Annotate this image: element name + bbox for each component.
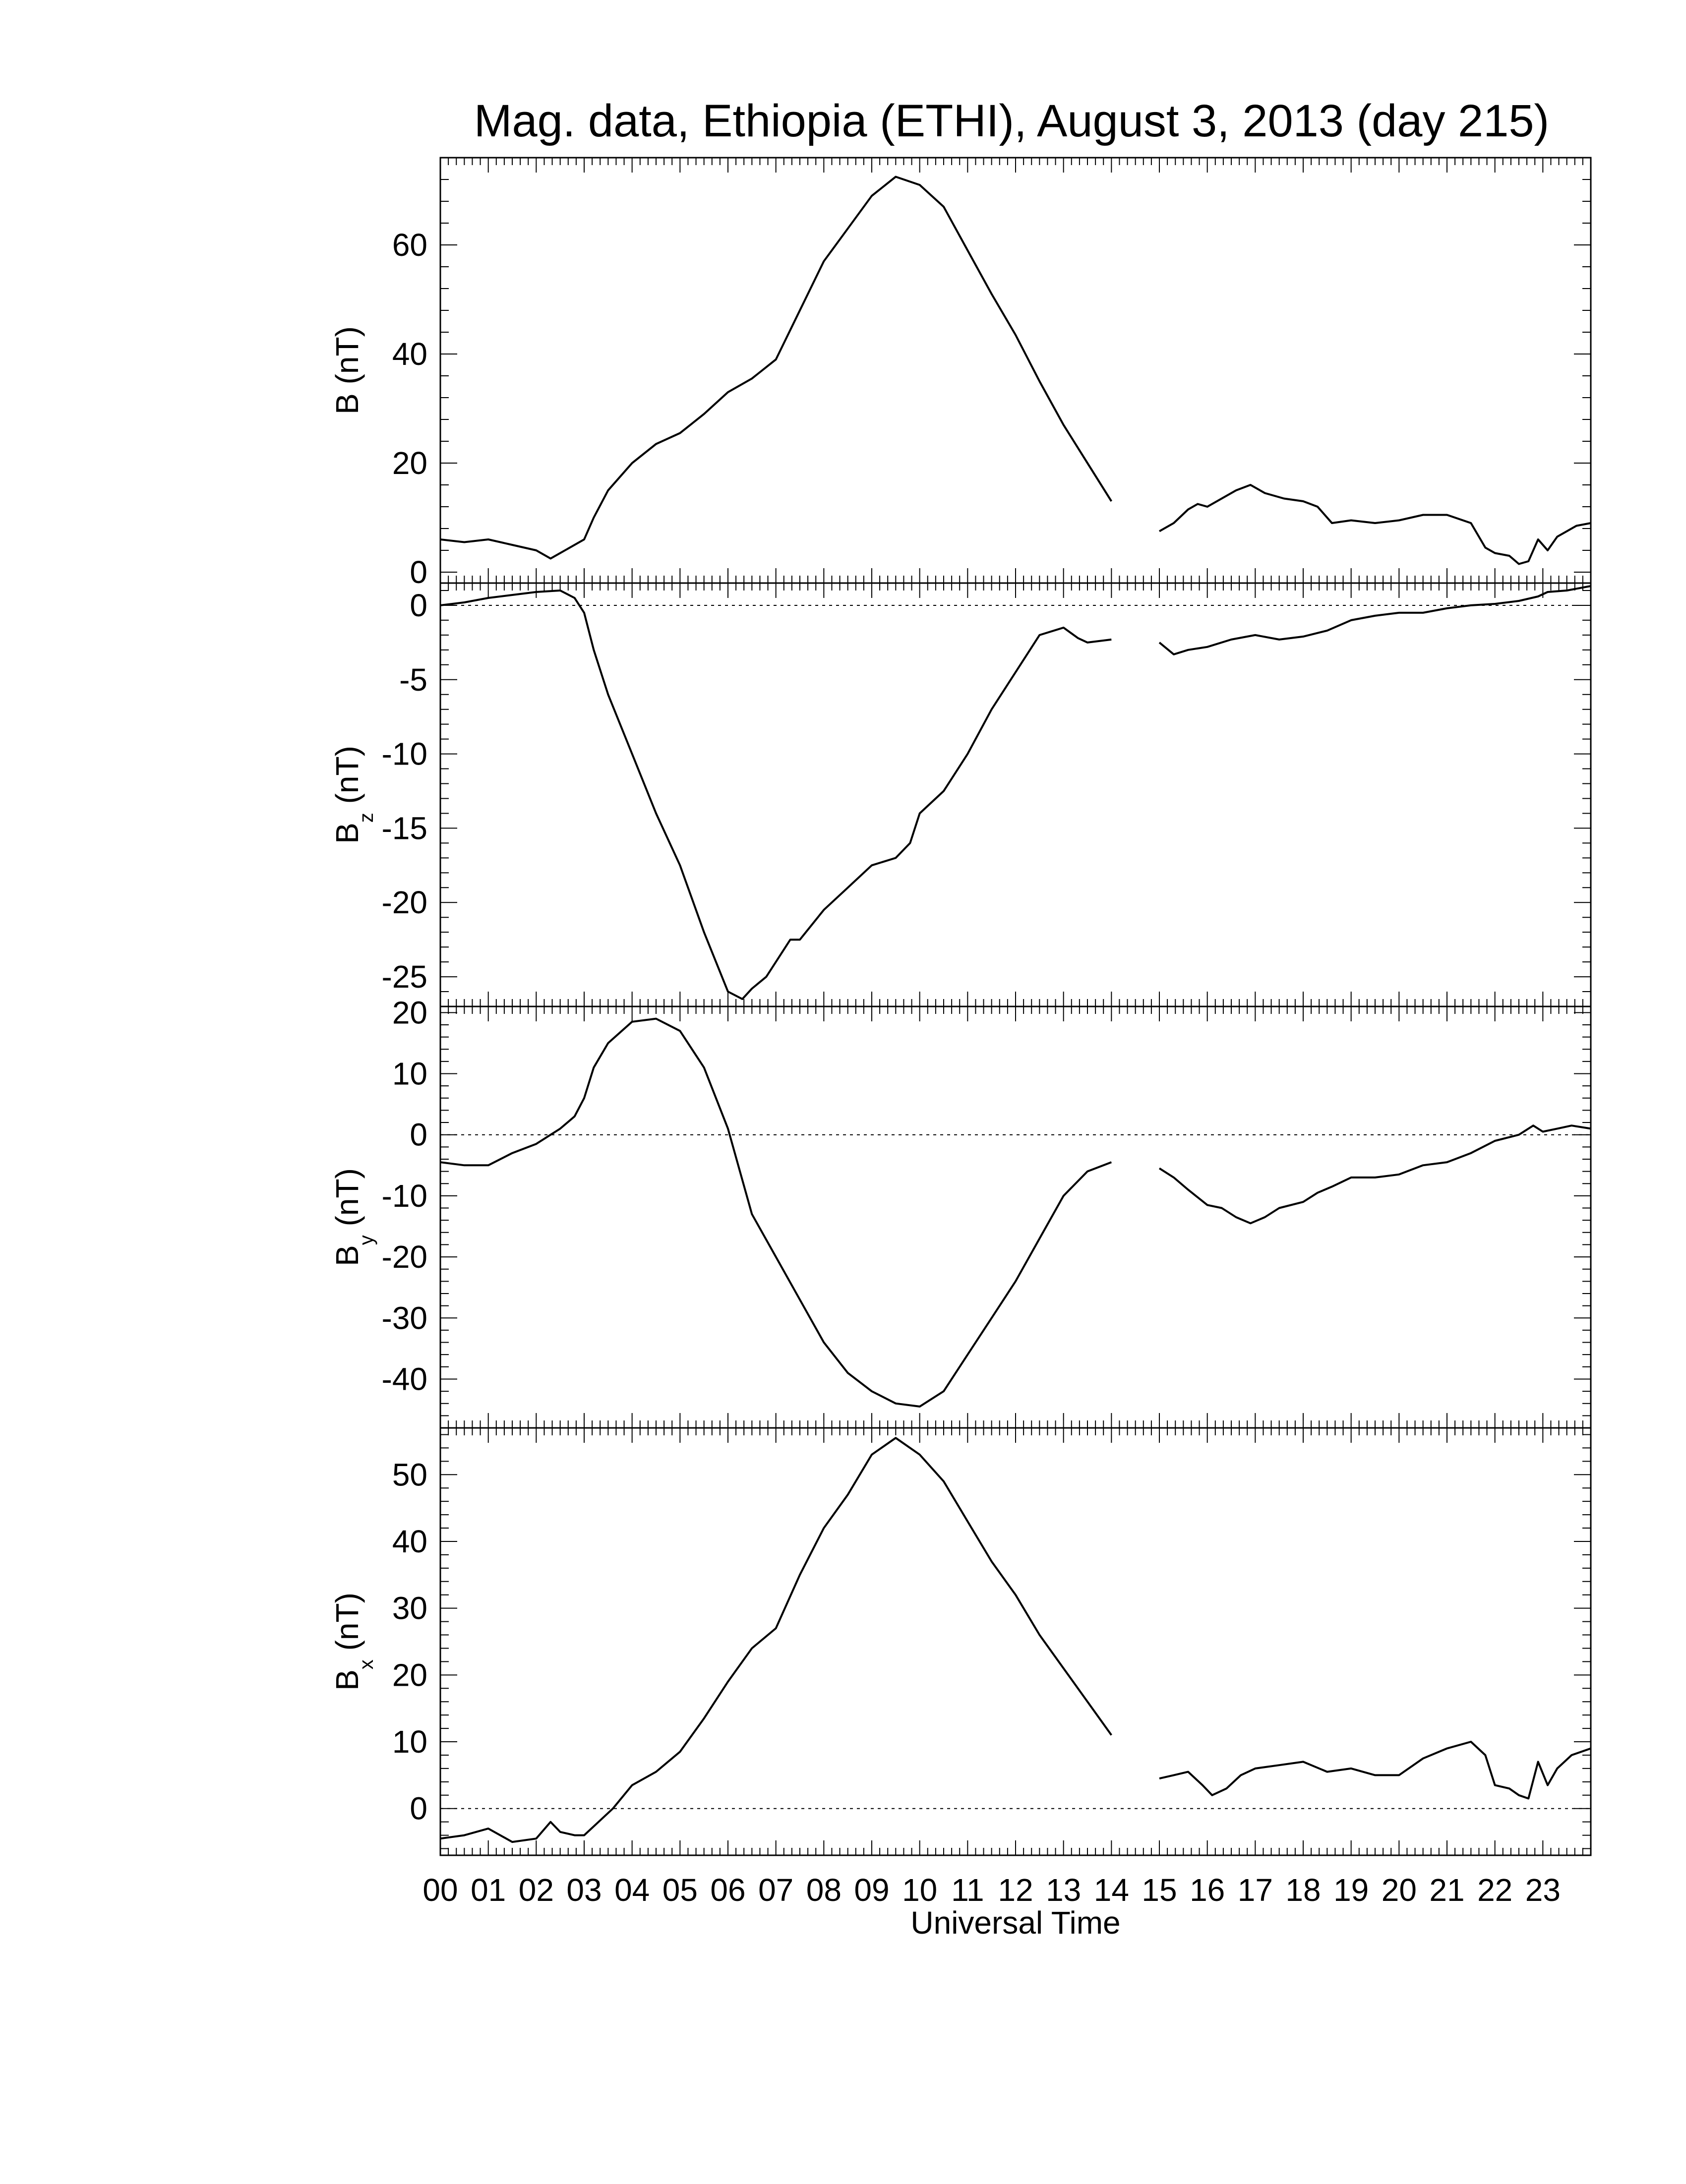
x-tick-label: 15 [1142,1872,1177,1908]
y-axis-label: B (nT) [329,326,365,414]
series-line-By-2 [1158,1124,1591,1225]
y-tick-label: 40 [392,1524,427,1559]
y-tick-label: -10 [382,1178,428,1214]
y-axis-label: Bx (nT) [329,1593,377,1691]
x-tick-label: 03 [566,1872,602,1908]
x-tick-label: 02 [519,1872,554,1908]
series-line-Bx-2 [1159,1741,1591,1800]
series-line-Bz-1 [440,590,1112,1000]
y-axis-label: Bz (nT) [329,746,377,844]
y-tick-label: -5 [399,662,427,698]
y-axis-label: By (nT) [329,1168,377,1266]
y-tick-label: -10 [382,736,428,772]
series-line-B-2 [1159,484,1591,565]
series-line-Bx-1 [440,1437,1112,1843]
y-tick-label: 30 [392,1591,427,1626]
x-tick-label: 14 [1094,1872,1129,1908]
y-tick-label: 20 [392,1657,427,1693]
y-tick-label: -30 [382,1300,428,1336]
x-tick-label: 16 [1190,1872,1225,1908]
x-tick-label: 05 [662,1872,698,1908]
x-tick-label: 13 [1046,1872,1081,1908]
panel-B: 0 20 40 60 B (nT) [329,157,1592,590]
y-tick-label: -40 [382,1361,428,1397]
x-tick-label: 17 [1238,1872,1273,1908]
x-tick-label: 01 [471,1872,506,1908]
y-tick-label: 60 [392,227,427,263]
y-tick-label: 0 [410,1791,427,1827]
y-tick-label: 10 [392,1056,427,1092]
y-tick-label: -20 [382,1239,428,1275]
y-tick-label: -15 [382,810,428,846]
x-tick-label: 19 [1333,1872,1369,1908]
panel-Bx: 0 10 20 30 40 50 Bx (nT) [329,1427,1592,1856]
y-tick-label: 50 [392,1457,427,1492]
x-tick-labels: 00 01 02 03 04 05 06 07 08 09 10 11 12 13 14 15 16 17 18 19… [422,1872,1561,1908]
panel-frame [439,157,1592,584]
x-tick-label: 04 [614,1872,650,1908]
y-tick-label: 0 [410,588,427,623]
panel-frame [439,1427,1592,1856]
panel-By: 20 10 0 -10 -20 -30 -40 By (nT) [329,995,1592,1429]
y-tick-label: 10 [392,1724,427,1760]
x-tick-label: 07 [758,1872,793,1908]
y-tick-label: -25 [382,959,428,995]
x-tick-label: 09 [854,1872,889,1908]
x-tick-label: 00 [422,1872,458,1908]
y-tick-label: 20 [392,995,427,1030]
panel-frame [439,582,1592,1007]
series-line-B-1 [440,176,1112,560]
x-tick-label: 23 [1525,1872,1561,1908]
x-tick-label: 18 [1285,1872,1321,1908]
y-tick-label: -20 [382,885,428,920]
y-tick-label: 20 [392,445,427,481]
y-tick-label: 0 [410,1117,427,1153]
series-line-Bz-2 [1158,585,1591,655]
x-tick-label: 12 [998,1872,1033,1908]
y-tick-label: 0 [410,554,427,590]
chart-title: Mag. data, Ethiopia (ETHI), August 3, 20… [474,96,1549,146]
panel-Bz: 0 -5 -10 -15 -20 -25 Bz (nT) [329,582,1592,1007]
x-tick-label: 06 [710,1872,745,1908]
panel-frame [439,1005,1592,1429]
y-tick-label: 40 [392,336,427,372]
x-tick-label: 20 [1382,1872,1417,1908]
x-axis-title: Universal Time [910,1905,1120,1941]
x-tick-label: 22 [1477,1872,1512,1908]
x-tick-label: 08 [806,1872,842,1908]
x-tick-label: 10 [902,1872,937,1908]
x-tick-label: 21 [1429,1872,1464,1908]
series-line-By-1 [440,1017,1112,1408]
x-tick-label: 11 [951,1872,984,1908]
